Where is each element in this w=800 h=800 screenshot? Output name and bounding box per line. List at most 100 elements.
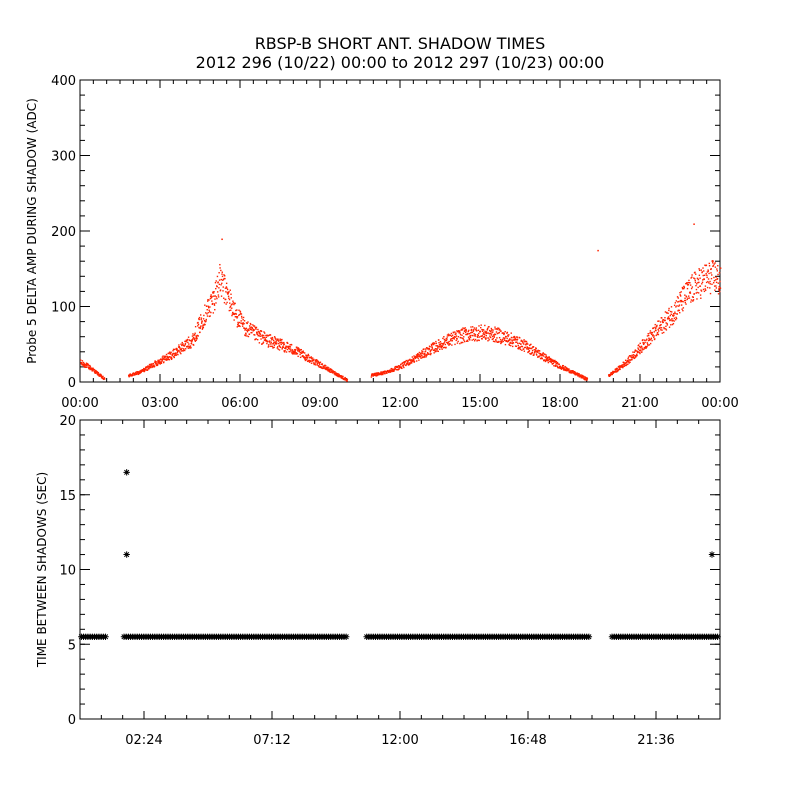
data-point: [466, 339, 469, 342]
data-point: [336, 373, 338, 375]
data-point: [286, 348, 289, 351]
data-point: [81, 360, 84, 362]
data-point: [214, 298, 216, 300]
data-point: [642, 342, 645, 344]
data-point: [234, 312, 237, 315]
data-point: [270, 341, 272, 343]
data-point: [204, 304, 206, 306]
shadow-interval-marker: [714, 633, 721, 640]
data-point: [481, 328, 483, 331]
data-point: [295, 353, 297, 355]
data-point: [283, 341, 285, 344]
data-point: [304, 359, 307, 362]
data-point: [639, 352, 641, 355]
data-point: [288, 345, 291, 348]
data-point: [514, 336, 516, 339]
data-point: [201, 327, 204, 329]
data-point: [209, 295, 212, 298]
data-point: [688, 295, 690, 297]
data-point: [280, 343, 282, 346]
data-point: [483, 336, 486, 338]
data-point: [659, 324, 662, 326]
data-point: [684, 299, 687, 302]
data-point: [636, 353, 638, 355]
data-point: [668, 326, 671, 328]
data-point: [688, 281, 690, 284]
data-point: [196, 338, 198, 340]
data-point: [520, 345, 523, 348]
data-point: [218, 272, 220, 274]
data-point: [344, 378, 346, 380]
data-point: [202, 325, 204, 327]
data-point: [182, 350, 184, 352]
data-point: [584, 378, 587, 381]
data-point: [371, 373, 374, 375]
data-point: [486, 329, 488, 331]
data-point: [166, 355, 168, 358]
data-point: [335, 373, 337, 376]
data-point: [496, 332, 499, 335]
data-point: [194, 332, 196, 334]
data-point: [554, 365, 557, 367]
data-point: [184, 348, 187, 350]
data-point: [169, 352, 172, 354]
data-point: [699, 294, 702, 296]
data-point: [513, 337, 515, 339]
data-point: [276, 338, 278, 340]
data-point: [521, 345, 524, 348]
data-point: [472, 326, 474, 328]
data-point: [279, 338, 281, 340]
data-point: [471, 334, 473, 337]
data-point: [214, 308, 216, 311]
data-point: [472, 338, 475, 341]
data-point: [524, 340, 527, 342]
data-point: [668, 309, 670, 312]
data-point: [464, 329, 466, 332]
data-point: [243, 320, 246, 322]
data-point: [567, 369, 569, 372]
data-point: [464, 329, 467, 331]
data-point: [201, 328, 204, 330]
data-point: [198, 316, 201, 319]
data-point: [545, 354, 547, 356]
data-point: [586, 377, 588, 379]
data-point: [556, 361, 559, 364]
data-point: [673, 304, 676, 307]
data-point: [93, 369, 96, 371]
data-point: [526, 348, 528, 350]
data-point: [237, 324, 239, 326]
data-point: [640, 349, 642, 351]
data-point: [386, 372, 388, 374]
data-point: [660, 327, 663, 329]
data-point: [224, 298, 227, 301]
data-point: [252, 330, 255, 332]
data-point: [529, 352, 531, 355]
data-point: [626, 363, 628, 366]
data-point: [531, 347, 533, 349]
data-point: [303, 356, 306, 358]
data-point: [92, 367, 94, 370]
data-point: [83, 363, 86, 365]
data-point: [277, 340, 280, 342]
data-point: [338, 374, 340, 376]
data-point: [448, 334, 451, 336]
data-point: [275, 340, 278, 342]
data-point: [218, 287, 220, 289]
data-point: [345, 379, 348, 381]
data-point: [689, 291, 691, 293]
data-point: [542, 355, 545, 357]
data-point: [208, 309, 210, 312]
data-point: [461, 329, 464, 331]
data-point: [715, 276, 717, 278]
data-point: [89, 366, 92, 368]
data-point: [443, 346, 446, 349]
data-point: [308, 361, 311, 363]
data-point: [679, 311, 681, 314]
data-point: [652, 327, 655, 329]
top-xtick-label: 12:00: [381, 396, 418, 411]
data-point: [229, 306, 231, 309]
data-point: [393, 370, 395, 372]
data-point: [538, 355, 540, 358]
data-point: [468, 332, 471, 335]
data-point: [541, 357, 543, 360]
